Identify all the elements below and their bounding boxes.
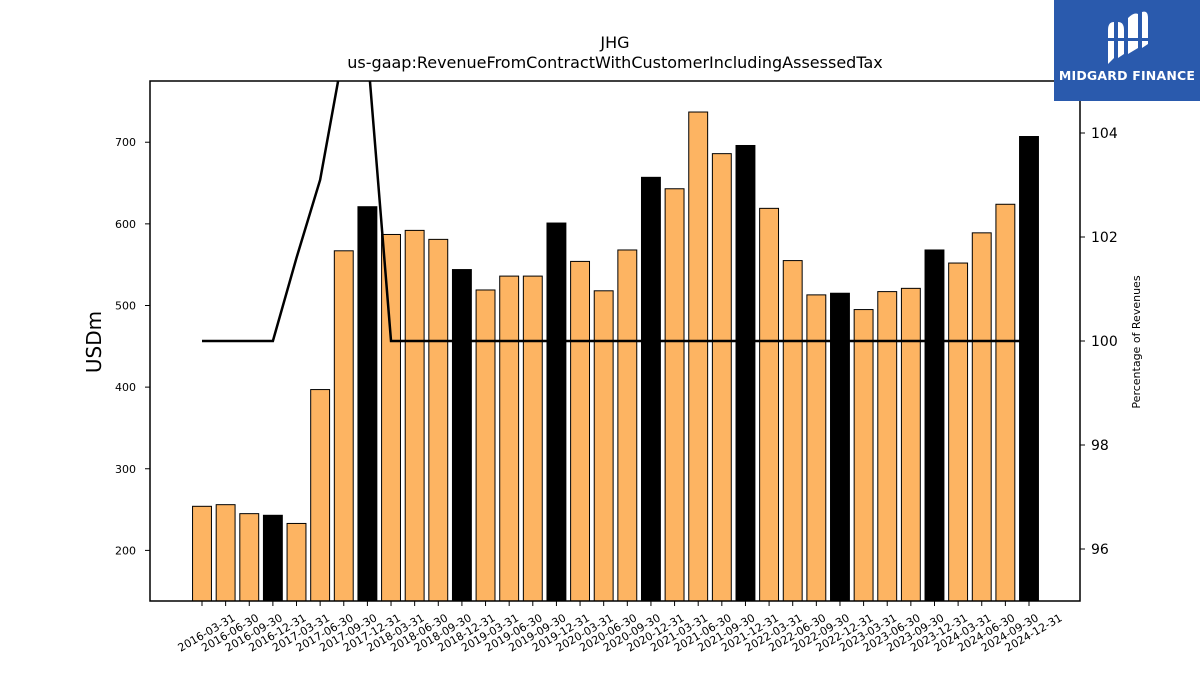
bar-2024-03-31 [948, 262, 969, 602]
bar-2018-06-30 [404, 229, 425, 602]
bar-2016-03-31 [192, 505, 212, 602]
bar-2020-09-30 [617, 249, 638, 602]
bars-group [192, 111, 1039, 602]
left-axis: 200 300 400 500 600 700 [115, 136, 150, 557]
bar-2024-09-30 [995, 203, 1016, 602]
bar-2016-09-30 [239, 513, 260, 602]
bar-2023-03-31 [853, 309, 874, 602]
y2-tick-label: 98 [1091, 438, 1109, 454]
bar-2018-12-31 [451, 269, 472, 602]
midgard-logo-icon [1106, 11, 1150, 64]
bar-2019-06-30 [499, 275, 520, 602]
bar-2022-03-31 [759, 207, 780, 602]
bar-2018-09-30 [428, 238, 449, 602]
bar-2021-09-30 [711, 153, 732, 602]
y2-axis-label: Percentage of Revenues [1130, 275, 1143, 408]
bar-2018-03-31 [381, 233, 401, 602]
bar-2016-06-30 [215, 504, 236, 602]
y2-tick-label: 104 [1091, 126, 1118, 142]
y-tick-label: 400 [115, 381, 136, 394]
bar-2023-09-30 [900, 287, 921, 602]
bar-2024-12-31 [1019, 136, 1039, 602]
bar-2023-12-31 [924, 249, 945, 602]
bar-2022-12-31 [830, 292, 850, 602]
y2-tick-label: 96 [1091, 542, 1109, 558]
bar-2023-06-30 [877, 291, 898, 602]
bar-2022-06-30 [782, 260, 803, 602]
chart-title: JHG [599, 33, 629, 52]
bar-2019-09-30 [522, 275, 543, 602]
y-tick-label: 700 [115, 136, 136, 149]
bar-2016-12-31 [262, 514, 283, 602]
x-axis: 2016-03-312016-06-302016-09-302016-12-31… [176, 601, 1065, 655]
y2-tick-label: 102 [1091, 230, 1118, 246]
y-tick-label: 300 [115, 463, 136, 476]
bar-2020-12-31 [640, 176, 661, 602]
y-tick-label: 500 [115, 299, 136, 312]
y-tick-label: 200 [115, 544, 136, 557]
bar-2024-06-30 [971, 232, 992, 602]
logo-text: MIDGARD FINANCE [1058, 68, 1196, 83]
bar-2017-09-30 [333, 250, 354, 602]
bar-2020-06-30 [593, 290, 614, 602]
bar-2021-03-31 [664, 188, 685, 602]
bar-2019-12-31 [546, 222, 567, 602]
line-group [202, 81, 1029, 343]
bar-2020-03-31 [570, 260, 591, 602]
bar-2021-12-31 [735, 144, 756, 602]
bar-2017-03-31 [286, 522, 307, 602]
percentage-line [202, 81, 1029, 343]
y-axis-label: USDm [82, 311, 106, 373]
bar-2021-06-30 [688, 111, 709, 602]
y-tick-label: 600 [115, 218, 136, 231]
bar-2019-03-31 [475, 289, 496, 602]
midgard-finance-logo: MIDGARD FINANCE [1054, 0, 1200, 101]
right-axis: 96 98 100 102 104 [1080, 126, 1118, 558]
bar-2017-12-31 [357, 206, 378, 602]
chart-subtitle: us-gaap:RevenueFromContractWithCustomerI… [347, 53, 882, 72]
bar-2017-06-30 [310, 389, 331, 602]
y2-tick-label: 100 [1091, 334, 1118, 350]
